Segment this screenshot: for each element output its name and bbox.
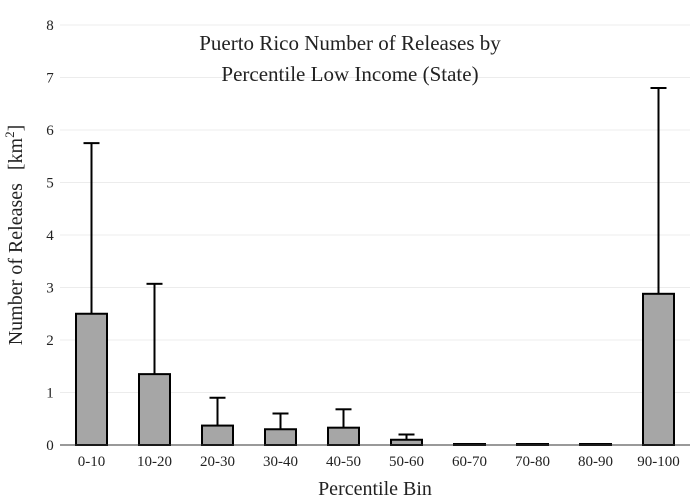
x-tick-label: 40-50 [326, 454, 361, 470]
y-axis-label-unit-sup: 2 [2, 131, 17, 138]
y-axis-label-unit-end: ] [5, 125, 27, 132]
y-tick-label: 5 [46, 176, 54, 192]
bar [264, 428, 297, 446]
bar [75, 312, 108, 446]
bar [327, 426, 360, 446]
x-tick-label: 20-30 [200, 454, 235, 470]
x-tick-label: 60-70 [452, 454, 487, 470]
x-tick-label: 80-90 [578, 454, 613, 470]
bars [75, 292, 675, 447]
x-tick-label: 50-60 [389, 454, 424, 470]
y-tick-label: 4 [46, 228, 54, 244]
grid-lines [60, 24, 690, 393]
x-tick-label: 90-100 [637, 454, 680, 470]
y-tick-label: 7 [46, 71, 54, 87]
y-tick-label: 3 [46, 281, 54, 297]
bar [201, 424, 234, 447]
chart-title-line-1: Puerto Rico Number of Releases by [199, 31, 501, 55]
y-tick-label: 1 [46, 386, 54, 402]
x-tick-label: 30-40 [263, 454, 298, 470]
y-tick-label: 2 [46, 333, 54, 349]
chart-title-line-2: Percentile Low Income (State) [221, 62, 478, 86]
y-axis-label-unit: [km [5, 137, 27, 170]
bar [390, 438, 423, 446]
x-axis-label: Percentile Bin [318, 478, 432, 500]
y-tick-label: 6 [46, 123, 54, 139]
x-tick-label: 70-80 [515, 454, 550, 470]
y-axis-label: Number of Releases [km2] [2, 125, 27, 346]
bar [642, 292, 675, 446]
x-tick-label: 10-20 [137, 454, 172, 470]
y-tick-label: 0 [46, 438, 54, 454]
error-bars [83, 87, 667, 440]
y-tick-label: 8 [46, 18, 54, 34]
bar [138, 373, 171, 446]
tick-labels: 0 1 2 3 4 5 6 7 8 0-10 10-20 20-30 30-40 40-50 50-60 60… [46, 18, 680, 470]
x-tick-label: 0-10 [78, 454, 106, 470]
y-axis-label-main: Number of Releases [5, 183, 27, 345]
